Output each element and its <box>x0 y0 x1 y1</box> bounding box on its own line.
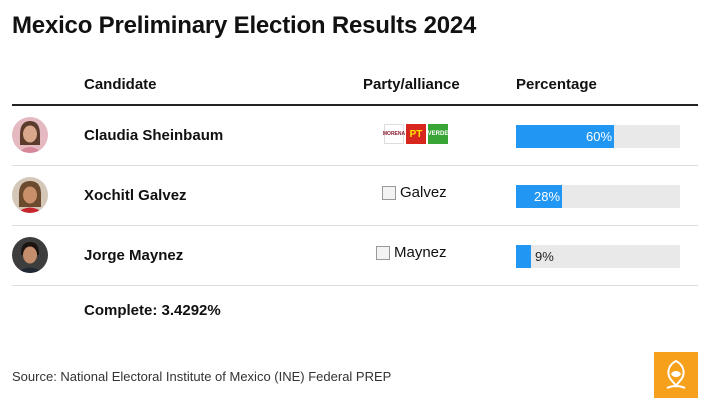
page-title: Mexico Preliminary Election Results 2024 <box>12 12 477 39</box>
bar-track: 28% <box>516 185 680 208</box>
broken-image-icon <box>382 185 396 200</box>
candidate-name: Xochitl Galvez <box>84 187 187 204</box>
row-divider <box>12 285 698 286</box>
table-row: Xochitl Galvez Galvez 28% <box>12 166 698 226</box>
bar-label: 60% <box>586 129 613 144</box>
bar-label: 9% <box>535 249 554 264</box>
pt-logo: PT <box>406 124 426 144</box>
candidate-photo-sheinbaum <box>12 117 48 153</box>
table-row: Jorge Maynez Maynez 9% <box>12 226 698 286</box>
candidate-photo-maynez <box>12 237 48 273</box>
bar-track: 9% <box>516 245 680 268</box>
bar <box>516 185 562 208</box>
bar-label: 28% <box>534 189 561 204</box>
candidate-name: Jorge Maynez <box>84 247 184 264</box>
party-image-placeholder: Maynez <box>376 244 447 261</box>
party-logos: MORENA PT VERDE <box>383 124 448 144</box>
completion-note: Complete: 3.4292% <box>84 302 221 319</box>
candidate-photo-galvez <box>12 177 48 213</box>
row-divider <box>12 225 698 226</box>
al-jazeera-logo-icon <box>654 352 698 398</box>
party-image-placeholder: Galvez <box>382 184 447 201</box>
verde-logo: VERDE <box>428 124 448 144</box>
table-row: Claudia Sheinbaum MORENA PT VERDE 60% <box>12 106 698 166</box>
source-note: Source: National Electoral Institute of … <box>12 369 392 384</box>
row-divider <box>12 165 698 166</box>
candidate-name: Claudia Sheinbaum <box>84 127 224 144</box>
bar <box>516 125 614 148</box>
broken-image-icon <box>376 245 390 260</box>
morena-logo: MORENA <box>383 124 405 144</box>
header-candidate: Candidate <box>84 76 157 93</box>
bar <box>516 245 531 268</box>
bar-track: 60% <box>516 125 680 148</box>
header-party: Party/alliance <box>363 76 460 93</box>
header-percentage: Percentage <box>516 76 597 93</box>
header-divider <box>12 104 698 106</box>
